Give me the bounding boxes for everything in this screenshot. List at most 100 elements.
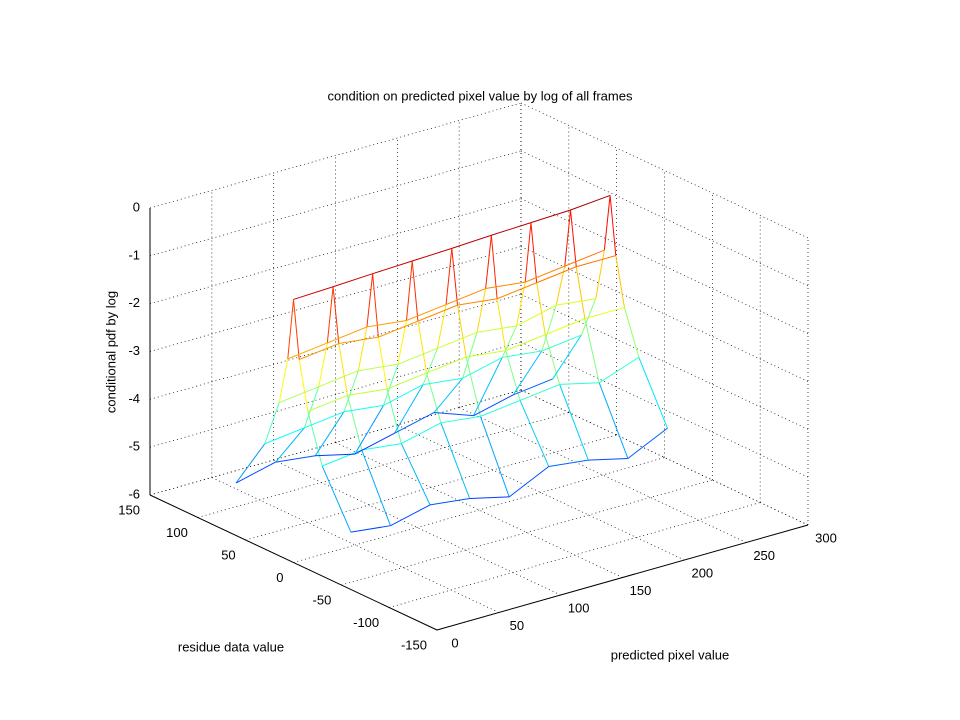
mesh-segment (570, 209, 577, 267)
x-tick-label: 300 (815, 530, 837, 545)
mesh-segment (304, 411, 345, 429)
mesh-segment (501, 325, 518, 358)
mesh-segment (358, 363, 398, 372)
mesh-segment (525, 265, 565, 283)
mesh-segment (512, 378, 553, 396)
mesh-segment (445, 288, 486, 305)
y-tick-label: 100 (166, 525, 188, 540)
mesh-segment (423, 377, 463, 386)
mesh-segment (390, 504, 431, 527)
mesh-segment (361, 443, 402, 451)
mesh-segment (350, 525, 391, 533)
mesh-segment (293, 286, 334, 300)
grid-line (245, 434, 617, 541)
chart-title: condition on predicted pixel value by lo… (328, 88, 633, 103)
mesh-segment (383, 384, 424, 406)
mesh-segment (440, 422, 471, 499)
mesh-segment (401, 422, 442, 445)
mesh-segment (559, 384, 589, 461)
grid-line (520, 246, 809, 382)
grid-line (341, 479, 713, 586)
z-tick-label: -5 (128, 439, 140, 454)
grid-line (520, 341, 809, 478)
mesh-segment (318, 370, 359, 388)
mesh-segment (264, 402, 280, 444)
mesh-segment (235, 443, 266, 484)
mesh-segment (524, 222, 532, 283)
mesh-segment (275, 427, 305, 463)
mesh-segment (433, 377, 464, 413)
x-tick-label: 100 (568, 600, 590, 615)
mesh-segment (307, 411, 323, 467)
mesh-segment (332, 286, 340, 344)
mesh-segment (397, 347, 438, 365)
mesh-segment (584, 318, 600, 383)
grid-line (197, 412, 569, 518)
mesh-segment (491, 222, 532, 236)
mesh-segment (338, 343, 348, 396)
mesh-segment (422, 348, 438, 385)
mesh-segment (278, 386, 319, 404)
mesh-segment (314, 411, 345, 456)
grid-line (149, 246, 522, 352)
mesh-segment (346, 395, 363, 451)
mesh-segment (473, 394, 514, 417)
mesh-segment (512, 350, 543, 396)
mesh-segment (321, 465, 352, 533)
mesh-segment (343, 404, 384, 413)
mesh-segment (451, 234, 492, 249)
z-tick-label: -2 (128, 295, 140, 310)
mesh-segment (287, 342, 328, 360)
mesh-segment (386, 372, 427, 390)
mesh-segment (264, 427, 305, 445)
mesh-segment (598, 382, 629, 459)
mesh-segment (485, 235, 492, 289)
mesh-segment (575, 266, 586, 319)
mesh-segment (580, 298, 597, 336)
mesh-segment (322, 449, 362, 467)
grid-line (459, 407, 747, 543)
y-axis-label: residue data value (178, 639, 284, 654)
mesh-segment (372, 273, 379, 338)
mesh-segment (570, 194, 611, 211)
mesh-segment (603, 195, 611, 251)
grid-line (389, 502, 761, 608)
mesh-segment (541, 305, 557, 352)
mesh-segment (400, 443, 431, 506)
mesh-segment (433, 412, 474, 417)
mesh-segment (505, 334, 546, 352)
mesh-segment (508, 466, 550, 498)
mesh-segment (275, 455, 316, 463)
mesh-segment (405, 260, 413, 321)
mesh-segment (411, 260, 419, 322)
mesh-segment (476, 288, 487, 333)
grid-line (520, 102, 809, 239)
mesh-segment (536, 282, 546, 335)
x-tick-label: 250 (753, 548, 775, 563)
x-tick-label: 0 (451, 635, 458, 650)
mesh-segment (457, 298, 498, 306)
mesh-segment (615, 255, 625, 308)
grid-line (149, 198, 522, 305)
mesh-segment (536, 266, 577, 284)
mesh-segment (462, 356, 503, 379)
mesh-segment (516, 282, 526, 327)
mesh-segment (426, 372, 442, 423)
mesh-segment (327, 326, 368, 344)
mesh-segment (436, 304, 447, 349)
grid-line (149, 389, 522, 496)
mesh-segment (393, 384, 424, 434)
grid-line (149, 293, 522, 400)
mesh-segment (386, 388, 402, 444)
z-tick-label: -6 (128, 486, 140, 501)
mesh-segment (366, 320, 407, 328)
y-tick-label: 150 (118, 502, 140, 517)
mesh-segment (437, 331, 478, 349)
mesh-segment (361, 449, 391, 526)
mesh-segment (457, 305, 467, 358)
mesh-segment (595, 250, 605, 299)
mesh-segment (552, 334, 582, 380)
mesh-segment (466, 350, 506, 358)
mesh-segment (372, 260, 413, 275)
z-tick-label: 0 (133, 199, 140, 214)
